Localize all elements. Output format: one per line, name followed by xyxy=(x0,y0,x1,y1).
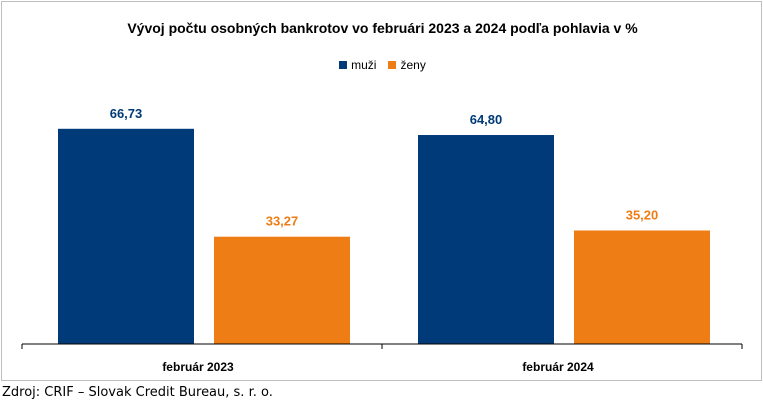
chart-title: Vývoj počtu osobných bankrotov vo februá… xyxy=(127,20,638,36)
data-label-0-0: 66,73 xyxy=(110,106,143,121)
source-note: Zdroj: CRIF – Slovak Credit Bureau, s. r… xyxy=(2,385,273,400)
data-label-0-1: 64,80 xyxy=(470,112,503,127)
category-label-1: február 2024 xyxy=(522,360,594,374)
category-label-0: február 2023 xyxy=(162,360,234,374)
data-label-1-1: 35,20 xyxy=(626,207,659,222)
legend-swatch-muzi xyxy=(339,61,348,69)
legend-swatch-zeny xyxy=(388,61,397,69)
bar-1-1 xyxy=(574,230,710,344)
chart-legend: muži ženy xyxy=(2,58,763,72)
bar-0-0 xyxy=(58,128,194,344)
bar-1-0 xyxy=(214,236,350,344)
legend-item-zeny: ženy xyxy=(388,58,426,72)
legend-item-muzi: muži xyxy=(339,58,376,72)
data-label-1-0: 33,27 xyxy=(266,214,299,229)
bar-0-1 xyxy=(418,135,554,344)
bar-chart-svg: 66,73 33,27 február 2023 64,80 35,20 február … xyxy=(21,106,743,374)
legend-label-zeny: ženy xyxy=(400,58,426,72)
legend-label-muzi: muži xyxy=(351,58,377,72)
